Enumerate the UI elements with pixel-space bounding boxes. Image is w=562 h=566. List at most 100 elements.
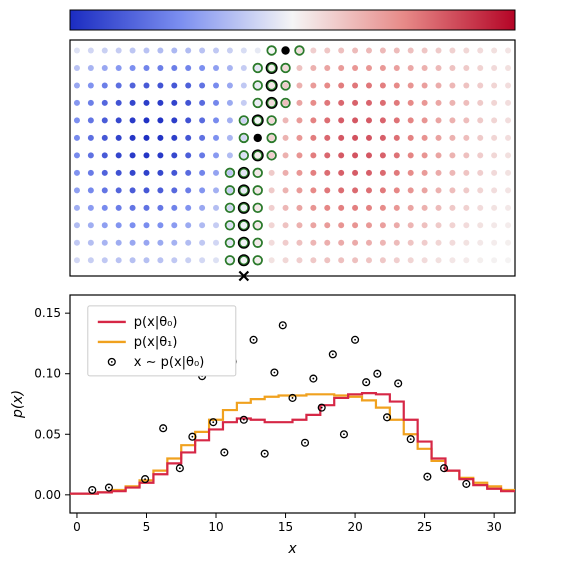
field-dot: [352, 47, 358, 53]
field-dot: [157, 65, 163, 71]
field-dot: [130, 65, 136, 71]
field-dot: [449, 135, 455, 141]
field-dot: [310, 82, 316, 88]
field-dot: [199, 152, 205, 158]
field-dot: [171, 257, 177, 263]
field-dot: [422, 152, 428, 158]
field-dot: [74, 205, 80, 211]
legend-label: p(x|θ₀): [134, 315, 178, 330]
field-dot: [130, 240, 136, 246]
field-dot: [74, 170, 80, 176]
field-dot: [143, 152, 149, 158]
field-dot: [366, 135, 372, 141]
field-dot: [199, 257, 205, 263]
field-dot: [505, 100, 511, 106]
field-dot: [352, 100, 358, 106]
field-dot: [283, 152, 289, 158]
field-dot: [157, 152, 163, 158]
field-dot: [171, 65, 177, 71]
field-dot: [380, 82, 386, 88]
field-dot: [408, 135, 414, 141]
field-dot: [185, 135, 191, 141]
field-dot: [380, 65, 386, 71]
field-dot: [102, 82, 108, 88]
field-dot: [463, 187, 469, 193]
field-dot: [436, 152, 442, 158]
colorbar: [70, 10, 515, 30]
field-dot: [380, 257, 386, 263]
field-dot: [491, 47, 497, 53]
field-dot: [310, 117, 316, 123]
field-dot: [241, 47, 247, 53]
field-dot: [394, 257, 400, 263]
field-dot: [310, 257, 316, 263]
field-dot: [477, 65, 483, 71]
field-dot: [394, 222, 400, 228]
field-dot: [366, 170, 372, 176]
field-dot: [436, 82, 442, 88]
field-dot: [436, 100, 442, 106]
field-dot: [505, 65, 511, 71]
figure: 0510152025300.000.050.100.15xp(x)p(x|θ₀)…: [0, 0, 562, 566]
field-dot: [116, 187, 122, 193]
field-dot: [422, 257, 428, 263]
field-dot: [296, 240, 302, 246]
field-dot: [366, 152, 372, 158]
field-dot: [394, 135, 400, 141]
field-dot: [213, 117, 219, 123]
field-dot: [477, 117, 483, 123]
field-dot: [130, 82, 136, 88]
field-dot: [116, 82, 122, 88]
field-dot: [143, 187, 149, 193]
field-dot: [88, 170, 94, 176]
field-dot: [102, 152, 108, 158]
xtick-label: 20: [347, 520, 362, 534]
field-dot: [74, 152, 80, 158]
field-dot: [422, 47, 428, 53]
xtick-label: 5: [143, 520, 151, 534]
xtick-label: 15: [278, 520, 293, 534]
field-dot: [227, 117, 233, 123]
field-dot: [199, 100, 205, 106]
field-dot: [505, 117, 511, 123]
field-dot: [199, 82, 205, 88]
field-dot: [463, 82, 469, 88]
field-dot: [130, 100, 136, 106]
field-dot: [380, 205, 386, 211]
field-dot: [491, 187, 497, 193]
field-dot: [338, 100, 344, 106]
field-dot: [283, 222, 289, 228]
field-dot: [296, 257, 302, 263]
field-dot: [171, 82, 177, 88]
field-dot: [213, 205, 219, 211]
xtick-label: 25: [417, 520, 432, 534]
field-dot: [310, 47, 316, 53]
field-dot: [463, 205, 469, 211]
field-dot: [436, 240, 442, 246]
field-dot: [352, 65, 358, 71]
field-dot: [491, 100, 497, 106]
field-dot: [338, 117, 344, 123]
field-dot: [74, 65, 80, 71]
field-dot: [380, 47, 386, 53]
field-dot: [463, 65, 469, 71]
field-dot: [296, 82, 302, 88]
field-dot: [157, 187, 163, 193]
field-dot: [505, 135, 511, 141]
field-dot: [171, 47, 177, 53]
field-dot: [408, 170, 414, 176]
field-dot: [185, 187, 191, 193]
field-dot: [143, 117, 149, 123]
field-dot: [491, 240, 497, 246]
field-dot: [408, 257, 414, 263]
field-dot: [436, 222, 442, 228]
legend-label: x ∼ p(x|θ₀): [134, 355, 204, 370]
field-dot: [185, 205, 191, 211]
field-dot: [102, 135, 108, 141]
field-dot: [338, 205, 344, 211]
field-dot: [352, 82, 358, 88]
field-dot: [324, 100, 330, 106]
field-dot: [213, 222, 219, 228]
field-dot: [380, 170, 386, 176]
field-dot: [491, 152, 497, 158]
